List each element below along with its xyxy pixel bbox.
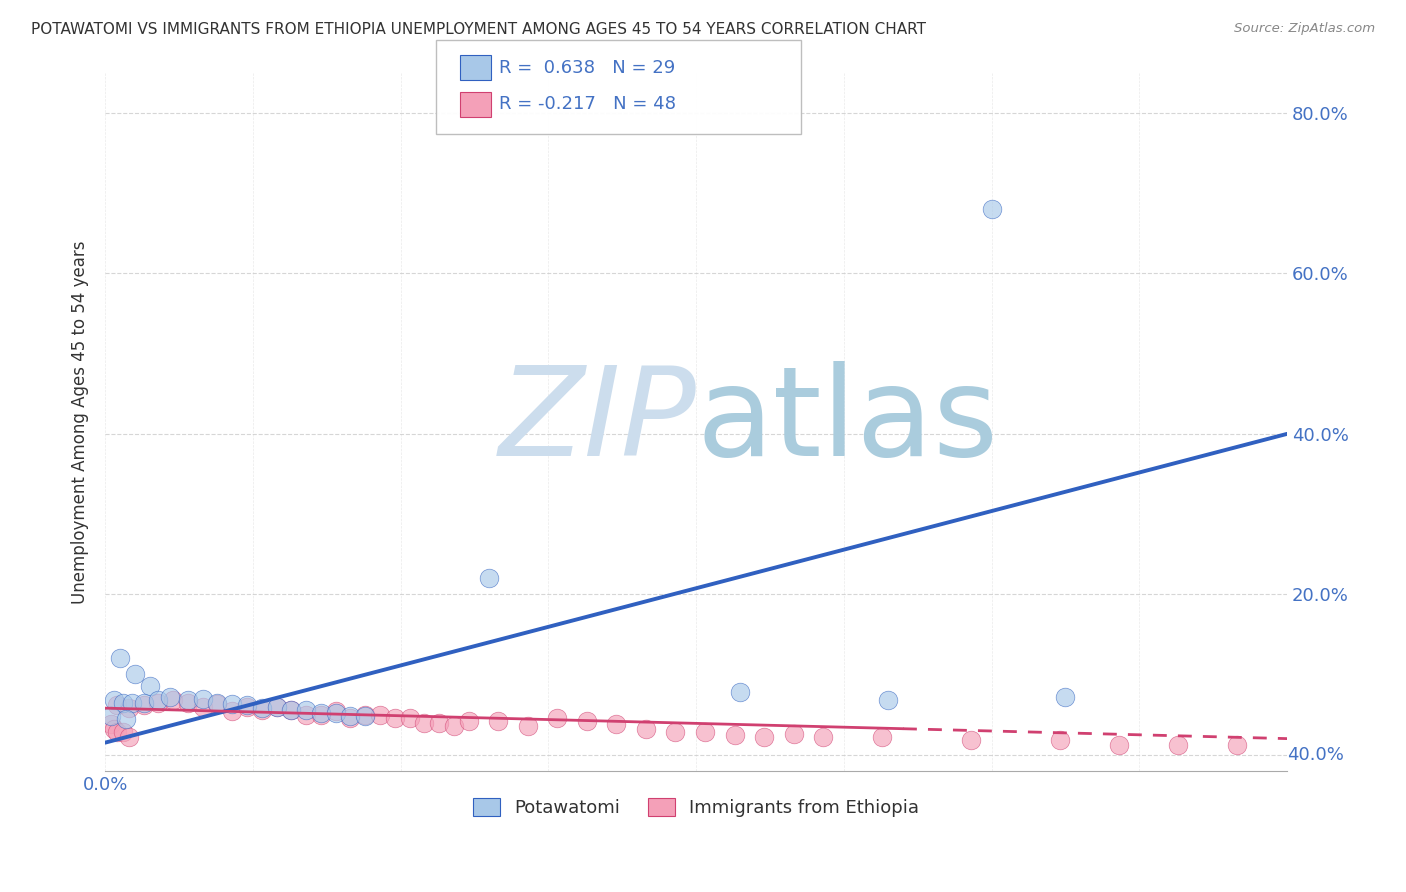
Point (457, 714, 479, 728)
Point (516, 719, 538, 733)
Point (295, 707, 318, 722)
Text: R =  0.638   N = 29: R = 0.638 N = 29 (499, 59, 675, 77)
Point (605, 717, 627, 731)
Point (295, 703, 318, 717)
Point (1226, 738, 1249, 752)
Point (960, 733, 983, 747)
Point (266, 699, 288, 714)
Point (111, 725, 134, 739)
Point (427, 715, 450, 730)
Point (1167, 738, 1189, 752)
Point (339, 709, 361, 723)
Point (121, 696, 143, 710)
Text: POTAWATOMI VS IMMIGRANTS FROM ETHIOPIA UNEMPLOYMENT AMONG AGES 45 TO 54 YEARS CO: POTAWATOMI VS IMMIGRANTS FROM ETHIOPIA U… (31, 22, 927, 37)
Point (1108, 738, 1130, 752)
Point (1049, 733, 1071, 747)
Point (148, 693, 170, 707)
Point (118, 730, 141, 744)
Text: atlas: atlas (696, 361, 998, 483)
Point (413, 715, 436, 730)
Point (100, 709, 122, 723)
Point (250, 701, 273, 715)
Text: ZIP: ZIP (498, 361, 696, 483)
Text: Source: ZipAtlas.com: Source: ZipAtlas.com (1234, 22, 1375, 36)
Point (159, 690, 181, 704)
Point (309, 706, 332, 720)
Point (664, 725, 686, 739)
Point (354, 707, 377, 722)
Point (478, 571, 501, 585)
Point (207, 696, 229, 710)
Point (103, 693, 125, 707)
Point (124, 667, 146, 681)
Point (280, 703, 302, 717)
Point (111, 696, 134, 710)
Point (811, 730, 834, 744)
Point (221, 704, 243, 718)
Point (354, 709, 377, 723)
Point (443, 719, 465, 733)
Point (752, 730, 775, 744)
Point (980, 202, 1002, 217)
Point (575, 714, 598, 728)
Point (877, 693, 900, 707)
Point (177, 693, 200, 707)
Point (634, 722, 657, 736)
Point (266, 699, 288, 714)
Point (221, 697, 243, 711)
Point (236, 699, 259, 714)
Point (191, 691, 214, 706)
Point (368, 707, 391, 722)
Point (138, 680, 160, 694)
Point (546, 711, 568, 725)
Point (384, 711, 406, 725)
Y-axis label: Unemployment Among Ages 45 to 54 years: Unemployment Among Ages 45 to 54 years (72, 240, 89, 604)
Point (132, 696, 155, 710)
Point (115, 712, 138, 726)
Point (103, 722, 125, 736)
Point (325, 704, 347, 718)
Point (132, 698, 155, 712)
Point (309, 707, 332, 722)
Point (339, 711, 361, 725)
Point (105, 698, 128, 712)
Text: R = -0.217   N = 48: R = -0.217 N = 48 (499, 95, 676, 113)
Point (207, 697, 229, 711)
Point (148, 696, 170, 710)
Point (398, 711, 420, 725)
Point (782, 727, 804, 741)
Point (730, 685, 752, 699)
Point (486, 714, 509, 728)
Text: 40.0%: 40.0% (1286, 746, 1344, 764)
Point (1054, 690, 1077, 704)
Point (162, 693, 184, 707)
Point (191, 699, 214, 714)
Legend: Potawatomi, Immigrants from Ethiopia: Potawatomi, Immigrants from Ethiopia (465, 790, 927, 824)
Point (108, 651, 131, 665)
Point (325, 706, 347, 720)
Point (177, 696, 200, 710)
Point (250, 703, 273, 717)
Point (236, 698, 259, 712)
Point (280, 703, 302, 717)
Point (118, 701, 141, 715)
Point (693, 725, 716, 739)
Point (723, 728, 745, 742)
Point (105, 725, 128, 739)
Point (872, 730, 894, 744)
Point (100, 717, 122, 731)
